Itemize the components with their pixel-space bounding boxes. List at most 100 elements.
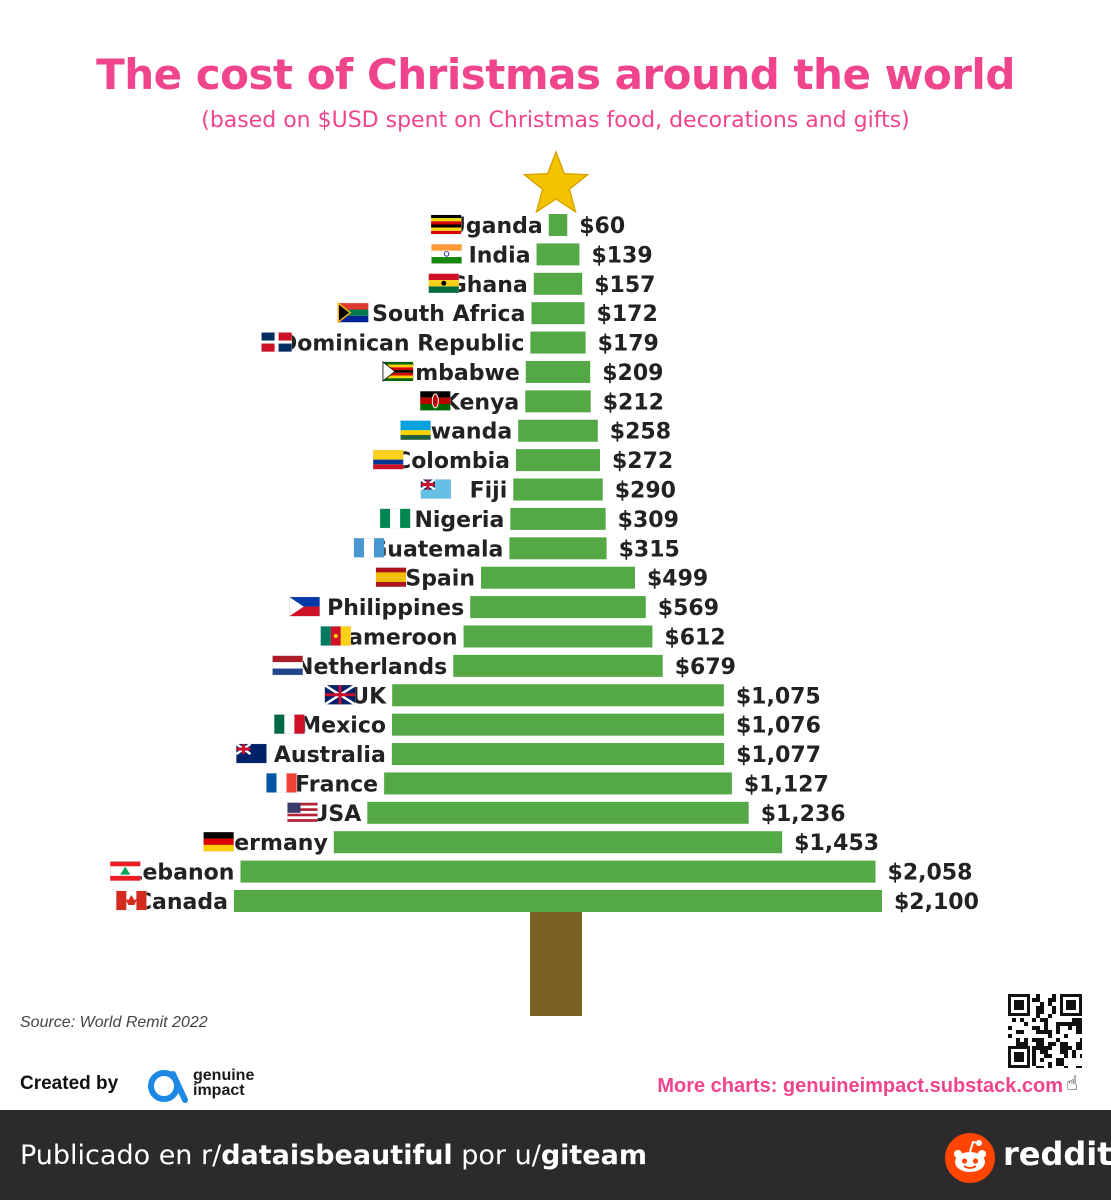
value-label: $499 xyxy=(647,567,708,592)
value-label: $60 xyxy=(579,214,625,239)
flag-icon xyxy=(337,301,369,324)
reddit-logo-icon[interactable] xyxy=(944,1132,996,1184)
value-label: $258 xyxy=(610,420,671,445)
value-label: $569 xyxy=(658,596,719,621)
category-label: South Africa xyxy=(372,302,525,327)
value-label: $139 xyxy=(591,243,652,268)
value-label: $315 xyxy=(619,537,680,562)
chart-title: The cost of Christmas around the world xyxy=(96,50,1015,99)
subreddit-link[interactable]: dataisbeautiful xyxy=(221,1140,453,1171)
bar-colombia xyxy=(516,449,600,472)
christmas-tree-chart: Uganda $60 India $139 Ghana $157 South Africa $… xyxy=(110,149,979,1016)
bar-cameroon xyxy=(463,625,653,648)
flag-icon xyxy=(382,361,414,382)
category-label: Kenya xyxy=(443,390,519,415)
user-link[interactable]: giteam xyxy=(540,1140,647,1171)
category-label: Germany xyxy=(216,831,328,856)
flag-icon xyxy=(287,802,318,823)
value-label: $1,076 xyxy=(736,714,821,739)
flag-icon xyxy=(400,420,431,440)
category-label: Guatemala xyxy=(369,537,503,562)
bar-guatemala xyxy=(509,537,607,560)
footer-middle: por u/ xyxy=(452,1140,541,1171)
bar-south-africa xyxy=(531,302,585,325)
bar-canada xyxy=(234,890,882,912)
value-label: $679 xyxy=(675,655,736,680)
flag-icon xyxy=(372,449,404,470)
footer-attribution: Publicado en r/dataisbeautiful por u/git… xyxy=(20,1140,647,1171)
flag-icon xyxy=(272,655,303,676)
flag-icon xyxy=(320,626,352,646)
bar-rwanda xyxy=(518,419,598,442)
pointing-hand-icon: ☝ xyxy=(1066,1073,1079,1095)
category-label: Lebanon xyxy=(128,861,234,886)
category-label: UK xyxy=(351,684,387,709)
created-by-label: Created by xyxy=(20,1073,119,1094)
bar-germany xyxy=(333,831,783,854)
category-label: Dominican Republic xyxy=(279,332,524,357)
category-label: Canada xyxy=(136,890,228,915)
bar-ghana xyxy=(533,272,583,295)
bar-uganda xyxy=(548,214,568,236)
category-label: Ghana xyxy=(449,273,528,298)
category-label: Mexico xyxy=(299,714,386,739)
brand-name-line2: impact xyxy=(193,1082,245,1099)
value-label: $157 xyxy=(594,273,655,298)
bar-fiji xyxy=(513,478,603,501)
category-label: Cameroon xyxy=(332,625,458,650)
value-label: $1,236 xyxy=(761,802,846,827)
value-label: $2,100 xyxy=(894,890,979,915)
flag-icon xyxy=(324,684,356,706)
category-label: Nigeria xyxy=(414,508,504,533)
value-label: $209 xyxy=(602,361,663,386)
bar-spain xyxy=(481,566,635,589)
bar-netherlands xyxy=(453,654,663,677)
bar-india xyxy=(536,243,580,266)
category-label: Colombia xyxy=(395,449,510,474)
flag-icon xyxy=(375,567,407,587)
flag-icon xyxy=(430,214,462,235)
value-label: $179 xyxy=(598,332,659,357)
genuine-impact-logo xyxy=(148,1070,188,1103)
flag-icon xyxy=(379,508,411,529)
flag-icon xyxy=(420,391,451,411)
category-label: Fiji xyxy=(470,479,508,504)
bar-zimbabwe xyxy=(525,360,591,383)
flag-icon xyxy=(431,244,462,264)
star-icon xyxy=(522,149,590,214)
chart-subtitle: (based on $USD spent on Christmas food, … xyxy=(201,108,910,133)
category-label: Spain xyxy=(405,567,475,592)
bar-australia xyxy=(391,743,725,766)
bar-nigeria xyxy=(510,507,606,530)
category-label: USA xyxy=(311,802,362,827)
bar-philippines xyxy=(470,596,646,619)
flag-icon xyxy=(261,332,292,352)
category-label: Australia xyxy=(274,743,386,768)
value-label: $290 xyxy=(615,479,676,504)
flag-icon xyxy=(428,273,460,294)
bar-mexico xyxy=(391,713,725,736)
bar-usa xyxy=(367,801,749,824)
flag-icon xyxy=(274,714,305,734)
flag-icon xyxy=(203,831,234,852)
category-label: Philippines xyxy=(327,596,464,621)
brand-name[interactable]: genuine impact xyxy=(193,1068,254,1099)
bar-kenya xyxy=(525,390,591,413)
value-label: $1,127 xyxy=(744,772,829,797)
value-label: $1,075 xyxy=(736,684,821,709)
category-label: India xyxy=(469,243,531,268)
bar-france xyxy=(384,772,732,795)
flag-icon xyxy=(235,743,267,764)
value-label: $172 xyxy=(597,302,658,327)
value-label: $272 xyxy=(612,449,673,474)
qr-code-icon[interactable] xyxy=(1008,994,1082,1068)
flag-icon xyxy=(116,890,147,911)
reddit-footer: Publicado en r/dataisbeautiful por u/git… xyxy=(0,1110,1111,1200)
flag-icon xyxy=(289,596,320,617)
value-label: $1,453 xyxy=(794,831,879,856)
category-label: Netherlands xyxy=(295,655,447,680)
footer-prefix: Publicado en r/ xyxy=(20,1140,222,1171)
more-charts-link[interactable]: More charts: genuineimpact.substack.com xyxy=(657,1075,1063,1097)
flag-icon xyxy=(420,478,452,499)
value-label: $212 xyxy=(603,390,664,415)
